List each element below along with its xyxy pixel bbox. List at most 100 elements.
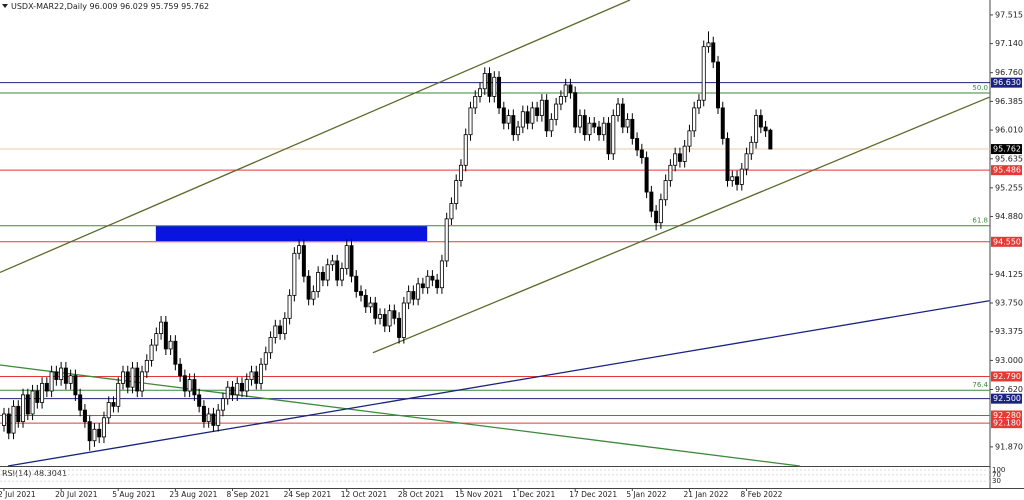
candle-body: [178, 363, 183, 377]
candle-body: [568, 84, 573, 93]
candle-body: [140, 371, 145, 392]
candle-body: [35, 390, 40, 403]
price-box-label: 95.762: [993, 145, 1021, 154]
candle-body: [644, 157, 649, 193]
candle-body: [649, 191, 654, 212]
candle-body: [101, 417, 106, 438]
candle-body: [68, 375, 73, 384]
candle-body: [639, 149, 644, 159]
candle-body: [501, 107, 506, 124]
candle-body: [563, 84, 568, 97]
candle-body: [420, 283, 425, 289]
ohlc-value: 96.009: [90, 2, 118, 11]
candle-body: [601, 122, 606, 136]
y-tick-label: 93.000: [995, 356, 1023, 365]
candle-body: [573, 92, 578, 128]
candle-body: [354, 275, 359, 292]
candle-body: [439, 260, 444, 289]
candle-body: [768, 129, 773, 150]
candle-body: [425, 275, 430, 289]
candle-body: [587, 122, 592, 136]
candle-body: [78, 394, 83, 411]
candle-body: [592, 122, 597, 128]
candle-body: [625, 118, 630, 128]
candle-body: [159, 321, 164, 335]
candle-body: [54, 371, 59, 380]
candle-body: [168, 340, 173, 350]
candle-body: [725, 138, 730, 181]
candle-body: [282, 317, 287, 335]
candle-body: [735, 176, 740, 185]
trendline: [0, 0, 631, 274]
candle-body: [197, 394, 202, 407]
candle-body: [116, 382, 121, 407]
x-tick-label: 15 Nov 2021: [455, 490, 503, 499]
y-tick-label: 94.125: [995, 270, 1023, 279]
candle-body: [701, 46, 706, 101]
x-tick-label: 5 Jan 2022: [626, 490, 666, 499]
candle-body: [473, 96, 478, 109]
candle-body: [511, 115, 516, 136]
candle-body: [687, 130, 692, 147]
candle-body: [263, 352, 268, 365]
candle-body: [230, 386, 235, 396]
candle-body: [577, 115, 582, 128]
price-box-label: 95.486: [993, 166, 1021, 175]
y-tick-label: 93.750: [995, 299, 1023, 308]
candle-body: [292, 252, 297, 296]
candle-body: [239, 382, 244, 392]
candle-body: [311, 291, 316, 300]
indicator-name: RSI(14): [2, 469, 31, 478]
y-tick-label: 91.870: [995, 442, 1023, 451]
price-box-label: 92.790: [993, 372, 1021, 381]
candle-body: [316, 272, 321, 292]
candle-body: [344, 245, 349, 269]
candle-body: [325, 264, 330, 281]
indicator-value: 48.3041: [34, 469, 67, 478]
price-box: [991, 418, 1022, 429]
candle-body: [492, 76, 497, 97]
x-tick-label: 8 Feb 2022: [741, 490, 783, 499]
candle-body: [739, 168, 744, 185]
candle-body: [249, 371, 254, 380]
candle-body: [463, 134, 468, 166]
ohlc-value: 95.762: [181, 2, 209, 11]
candle-body: [130, 367, 135, 388]
candle-body: [468, 107, 473, 136]
candle-body: [30, 390, 35, 415]
candle-body: [635, 138, 640, 151]
candle-body: [192, 379, 197, 396]
candle-body: [244, 379, 249, 392]
candle-body: [125, 371, 130, 388]
candle-body: [111, 402, 116, 407]
y-tick-label: 94.880: [995, 212, 1023, 221]
trendline: [7, 300, 990, 467]
price-box: [991, 144, 1022, 155]
candle-body: [720, 107, 725, 139]
price-box-label: 94.550: [993, 237, 1021, 246]
candle-body: [273, 325, 278, 338]
candle-body: [97, 428, 102, 438]
candle-body: [411, 291, 416, 300]
candle-body: [259, 363, 264, 384]
symbol-timeframe: USDX-MAR22,Daily: [11, 2, 87, 11]
candle-body: [144, 360, 149, 373]
candle-body: [301, 245, 306, 277]
ohlc-value: 95.759: [151, 2, 179, 11]
candle-body: [654, 210, 659, 224]
candle-body: [21, 394, 26, 423]
candle-body: [87, 421, 92, 442]
candle-body: [692, 107, 697, 132]
candle-body: [187, 379, 192, 392]
candle-body: [2, 413, 7, 426]
menu-triangle[interactable]: [2, 4, 8, 8]
candle-body: [530, 107, 535, 124]
indicator-tick-label: 100: [992, 466, 1005, 474]
x-tick-label: 12 Oct 2021: [341, 490, 388, 499]
candle-body: [744, 153, 749, 170]
candle-body: [320, 272, 325, 281]
candle-body: [401, 302, 406, 338]
trendline: [372, 96, 990, 354]
